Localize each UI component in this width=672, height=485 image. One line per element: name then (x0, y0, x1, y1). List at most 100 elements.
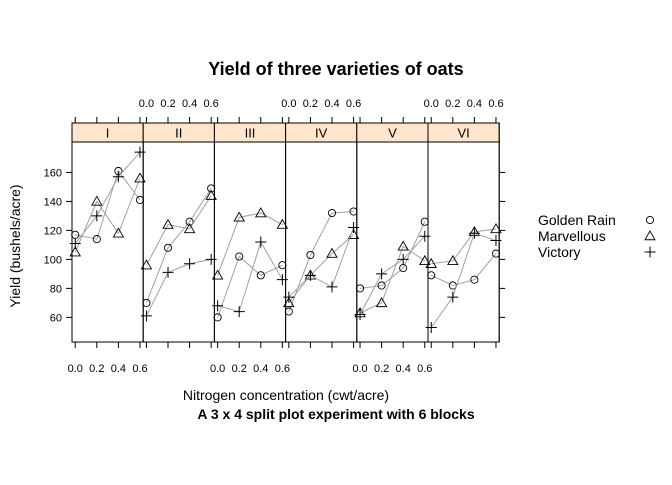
x-tick-label: 0.2 (89, 363, 104, 375)
point-golden-rain (427, 271, 436, 280)
series-line (217, 255, 283, 318)
panel-frame (213, 141, 287, 343)
point-victory (162, 266, 174, 278)
point-marvellous (134, 172, 146, 183)
point-victory (184, 258, 196, 270)
point-marvellous (490, 223, 502, 234)
series-line (288, 227, 355, 298)
point-marvellous (233, 211, 245, 222)
y-tick-label: 160 (44, 167, 62, 179)
series-line (431, 228, 497, 265)
x-tick-label: 0.6 (417, 363, 432, 375)
point-marvellous (183, 223, 196, 234)
panel-label: II (175, 126, 182, 141)
x-tick-label: 0.4 (467, 98, 482, 110)
series-line (359, 235, 426, 315)
point-victory (354, 308, 366, 320)
point-golden-rain (327, 208, 337, 218)
point-victory (419, 230, 431, 242)
point-golden-rain (491, 249, 501, 258)
series-line (74, 178, 141, 253)
point-golden-rain (135, 195, 145, 205)
x-tick-label: 0.4 (253, 363, 268, 375)
point-golden-rain (377, 281, 386, 290)
point-victory (134, 146, 146, 158)
x-tick-label: 0.4 (182, 98, 197, 110)
x-tick-label: 0.0 (352, 363, 367, 375)
panel-frame (142, 141, 215, 343)
point-golden-rain (278, 261, 287, 270)
panel-frame (356, 141, 429, 343)
x-tick-label: 0.6 (132, 363, 147, 375)
legend-key (645, 215, 655, 225)
point-golden-rain (163, 243, 173, 252)
point-marvellous (375, 296, 388, 308)
point-golden-rain (92, 235, 101, 244)
series-line (74, 151, 141, 244)
point-marvellous (447, 254, 459, 266)
y-tick-label: 140 (44, 196, 62, 208)
point-golden-rain (235, 252, 244, 261)
y-tick-label: 100 (44, 254, 62, 266)
panel-label: VI (457, 126, 469, 141)
point-golden-rain (142, 298, 151, 307)
point-victory (304, 269, 316, 281)
panel-label: I (106, 126, 110, 141)
point-marvellous (140, 259, 153, 270)
series-line (145, 188, 212, 304)
point-victory (233, 306, 245, 318)
point-golden-rain (213, 313, 222, 322)
point-golden-rain (470, 275, 479, 284)
x-tick-label: 0.0 (281, 98, 296, 110)
series-line (430, 232, 497, 328)
point-golden-rain (284, 307, 293, 316)
panel-label: III (245, 126, 256, 141)
panel-frame (285, 141, 358, 343)
chart-subtitle: A 3 x 4 split plot experiment with 6 blo… (197, 406, 474, 422)
x-tick-label: 0.2 (160, 98, 175, 110)
x-tick-label: 0.2 (374, 363, 389, 375)
x-tick-label: 0.4 (396, 363, 411, 375)
point-victory (490, 235, 502, 247)
x-tick-label: 0.0 (139, 98, 154, 110)
point-victory (140, 310, 152, 322)
x-tick-label: 0.2 (303, 98, 318, 110)
point-golden-rain (207, 184, 216, 193)
legend-key (644, 246, 656, 258)
point-marvellous (69, 246, 82, 257)
x-axis-label: Nitrogen concentration (cwt/acre) (183, 387, 389, 403)
point-victory (205, 253, 217, 265)
panel-frame (71, 141, 144, 343)
point-marvellous (211, 269, 224, 280)
panel-frame (427, 141, 500, 343)
point-marvellous (91, 195, 103, 206)
point-victory (69, 237, 81, 249)
point-victory (425, 322, 437, 334)
point-victory (212, 300, 224, 312)
legend-label: Victory (538, 244, 581, 260)
point-victory (348, 222, 360, 234)
point-marvellous (326, 247, 338, 258)
point-golden-rain (355, 284, 365, 293)
series-line (288, 211, 354, 312)
point-victory (255, 236, 267, 248)
point-marvellous (425, 257, 438, 268)
point-golden-rain (306, 250, 315, 260)
point-victory (276, 274, 288, 286)
point-golden-rain (349, 207, 358, 216)
x-tick-label: 0.2 (445, 98, 460, 110)
point-marvellous (205, 189, 217, 200)
point-golden-rain (256, 271, 265, 280)
legend-key (644, 230, 656, 241)
series-line (288, 234, 354, 304)
point-golden-rain (185, 217, 194, 226)
point-marvellous (397, 240, 409, 251)
point-marvellous (112, 227, 125, 238)
point-victory (91, 210, 103, 222)
legend-label: Marvellous (538, 228, 606, 244)
x-tick-label: 0.4 (111, 363, 126, 375)
panel-label: IV (315, 126, 328, 141)
series-line (359, 221, 426, 289)
point-marvellous (283, 296, 295, 308)
